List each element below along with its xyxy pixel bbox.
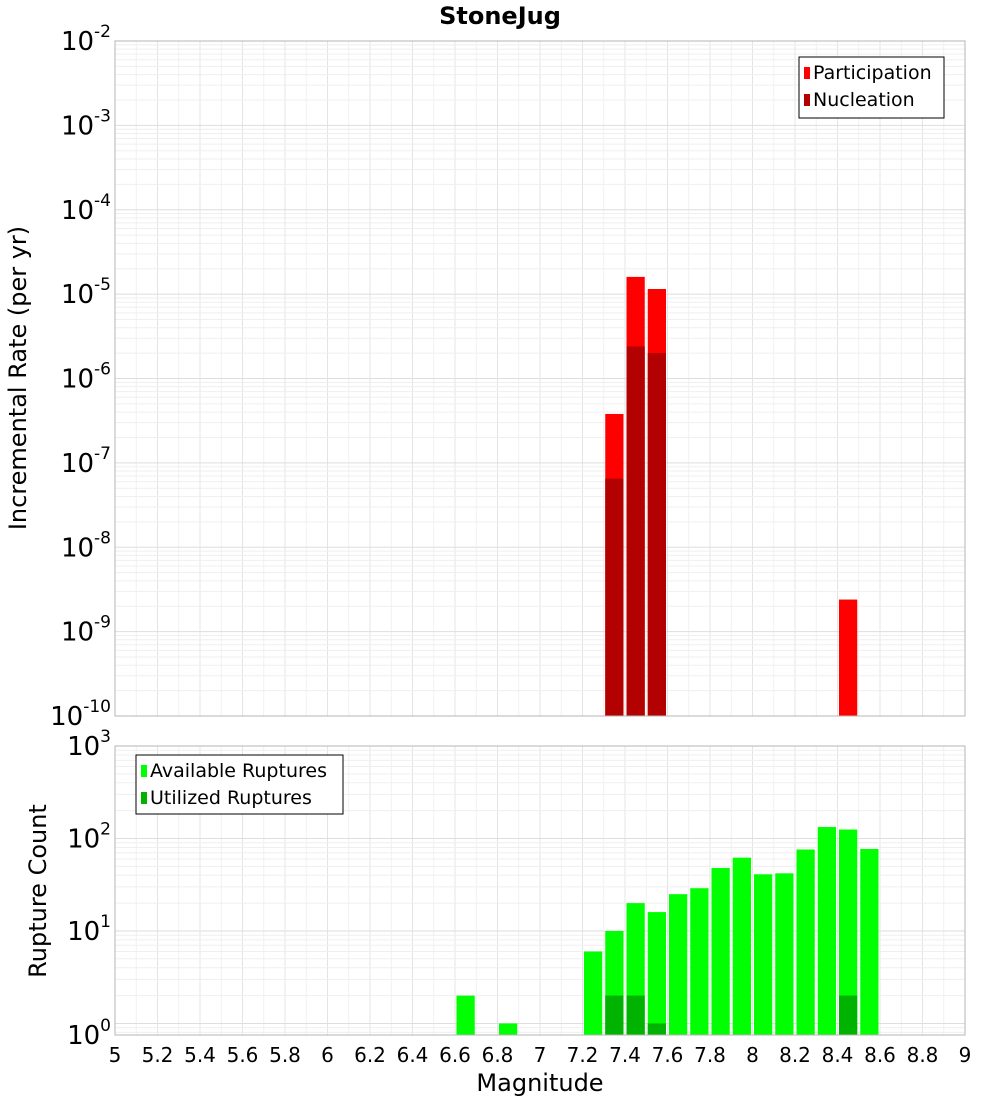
- x-tick-label-13: 7.6: [652, 1043, 684, 1067]
- x-ticks: 5 5.2 5.4 5.6 5.8 6 6.2 6.4 6.6 6.8 7 7.2 7.4 7.6 7.8 8…: [109, 1043, 972, 1067]
- x-axis-label: Magnitude: [476, 1069, 603, 1097]
- x-tick-label-1: 5.2: [142, 1043, 174, 1067]
- bottom-bar-available-ruptures-1: [499, 1023, 518, 1035]
- top-legend-swatch-1: [804, 94, 810, 106]
- bottom-legend: Available Ruptures Utilized Ruptures: [135, 754, 344, 815]
- top-grid: [114, 40, 966, 717]
- bottom-bar-available-ruptures-6: [669, 894, 688, 1035]
- bottom-bar-available-ruptures-12: [796, 849, 815, 1035]
- bottom-bar-available-ruptures-14: [839, 829, 858, 1035]
- top-frame: [114, 40, 966, 717]
- x-tick-label-16: 8.2: [779, 1043, 811, 1067]
- top-bar-nucleation-0: [605, 478, 624, 716]
- x-tick-label-4: 5.8: [269, 1043, 301, 1067]
- top-y-ticks: 10-10 10-9 10-8 10-7 10-6 10-5 10-4 10-3 10-2: [50, 22, 111, 732]
- bottom-legend-swatch-1: [141, 792, 147, 804]
- bottom-bar-available-ruptures-7: [690, 888, 709, 1035]
- x-tick-label-2: 5.4: [184, 1043, 216, 1067]
- top-y-tick-label-5: 10-5: [61, 275, 111, 310]
- x-tick-label-3: 5.6: [227, 1043, 259, 1067]
- x-tick-label-15: 8: [746, 1043, 759, 1067]
- bottom-y-tick-label-2: 102: [67, 819, 111, 854]
- bottom-bar-available-ruptures-13: [817, 827, 836, 1035]
- x-tick-label-11: 7.2: [567, 1043, 599, 1067]
- bottom-bar-utilized-ruptures-2: [647, 1023, 666, 1035]
- x-tick-label-12: 7.4: [609, 1043, 641, 1067]
- top-bars: [605, 276, 858, 716]
- top-y-tick-label-0: 10-10: [50, 697, 111, 732]
- bottom-bar-utilized-ruptures-1: [626, 995, 645, 1035]
- top-legend-label-1: Nucleation: [813, 89, 915, 111]
- bottom-y-ticks: 100 101 102 103: [67, 727, 111, 1051]
- bottom-bar-utilized-ruptures-3: [839, 995, 858, 1035]
- bottom-legend-label-1: Utilized Ruptures: [150, 787, 312, 809]
- top-y-tick-label-3: 10-7: [61, 444, 111, 479]
- top-bar-participation-3: [839, 599, 858, 716]
- bottom-y-tick-label-3: 103: [67, 727, 111, 762]
- top-y-tick-label-4: 10-6: [61, 360, 111, 395]
- top-y-tick-label-2: 10-8: [61, 528, 111, 563]
- x-tick-label-6: 6.2: [354, 1043, 386, 1067]
- bottom-bar-available-ruptures-0: [456, 995, 475, 1035]
- bottom-bar-available-ruptures-11: [775, 873, 794, 1035]
- x-tick-label-8: 6.6: [439, 1043, 471, 1067]
- top-legend-label-0: Participation: [813, 62, 932, 84]
- bottom-bar-available-ruptures-8: [711, 867, 730, 1035]
- chart-title: StoneJug: [439, 2, 561, 30]
- top-legend: Participation Nucleation: [798, 56, 945, 119]
- bottom-y-axis-label: Rupture Count: [24, 804, 52, 978]
- top-y-axis-label: Incremental Rate (per yr): [4, 226, 32, 530]
- bottom-bar-available-ruptures-5: [647, 912, 666, 1035]
- x-tick-label-14: 7.8: [694, 1043, 726, 1067]
- bottom-bar-available-ruptures-15: [860, 848, 879, 1035]
- x-tick-label-5: 6: [321, 1043, 334, 1067]
- bottom-legend-label-0: Available Ruptures: [150, 760, 327, 782]
- top-y-tick-label-6: 10-4: [61, 191, 111, 226]
- bottom-y-tick-label-1: 101: [67, 912, 111, 947]
- x-tick-label-17: 8.4: [822, 1043, 854, 1067]
- bottom-bar-available-ruptures-2: [584, 951, 603, 1035]
- bottom-bars: [456, 827, 879, 1035]
- top-legend-swatch-0: [804, 67, 810, 79]
- top-y-tick-label-7: 10-3: [61, 106, 111, 141]
- x-tick-label-0: 5: [109, 1043, 122, 1067]
- top-y-tick-label-8: 10-2: [61, 22, 111, 57]
- x-tick-label-19: 8.8: [907, 1043, 939, 1067]
- bottom-y-tick-label-0: 100: [67, 1016, 111, 1051]
- bottom-frame: [114, 745, 966, 1036]
- x-tick-label-18: 8.6: [864, 1043, 896, 1067]
- x-tick-label-9: 6.8: [482, 1043, 514, 1067]
- x-tick-label-20: 9: [959, 1043, 972, 1067]
- bottom-legend-swatch-0: [141, 765, 147, 777]
- top-y-tick-label-1: 10-9: [61, 613, 111, 648]
- bottom-bar-utilized-ruptures-0: [605, 995, 624, 1035]
- top-bar-nucleation-2: [647, 353, 666, 716]
- x-tick-label-7: 6.4: [397, 1043, 429, 1067]
- bottom-bar-available-ruptures-9: [732, 857, 751, 1035]
- x-tick-label-10: 7: [534, 1043, 547, 1067]
- top-bar-nucleation-1: [626, 346, 645, 716]
- bottom-bar-available-ruptures-10: [754, 874, 773, 1035]
